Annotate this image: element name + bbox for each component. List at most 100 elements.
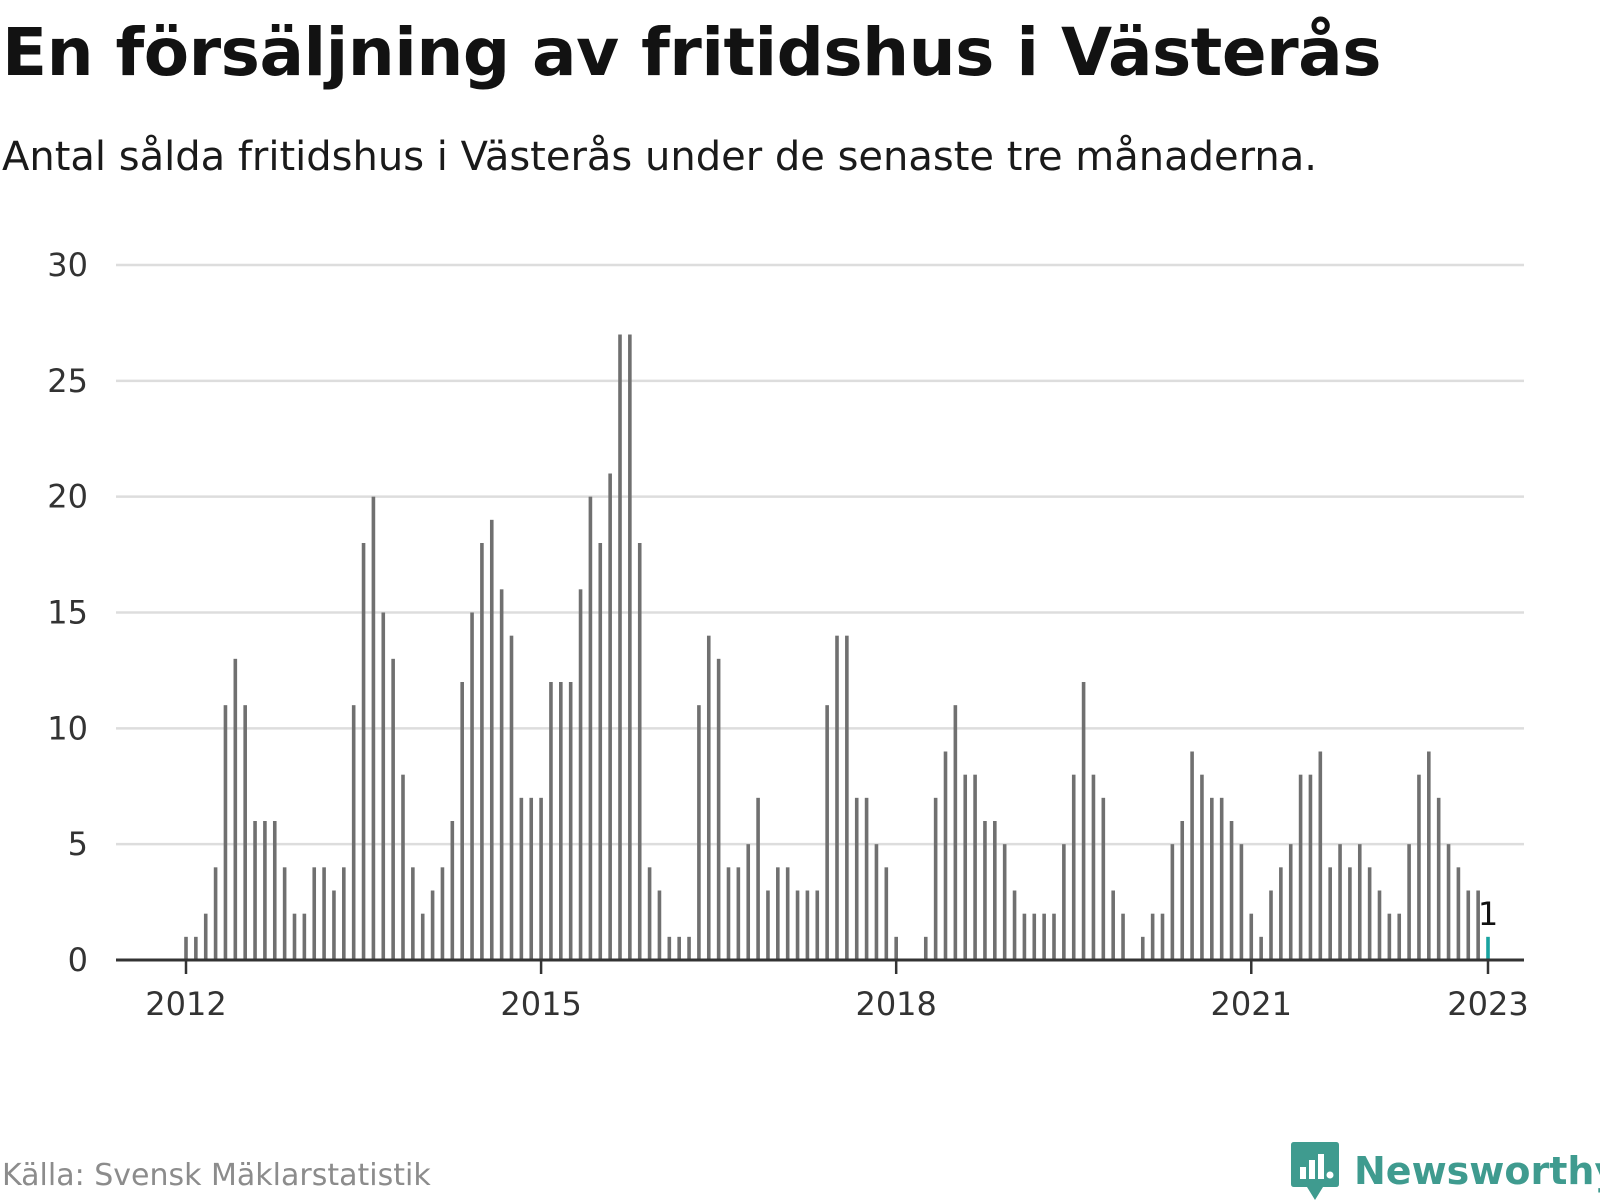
bar [1101,797,1106,960]
bar [1318,751,1323,960]
bar [213,867,218,960]
bar [470,612,474,960]
bar [430,890,435,960]
bar [1052,913,1056,960]
bar [233,658,238,960]
bar [637,543,642,960]
bar [1002,844,1007,960]
bar [342,867,346,960]
bar [608,473,612,960]
bar-highlight [1486,936,1490,960]
bar [1150,913,1155,960]
bar [993,821,997,960]
bar [687,936,691,960]
bar [677,936,681,960]
bar [756,797,760,960]
brand-logo: Newsworthy [1290,1140,1600,1202]
bar [1387,913,1392,960]
bar [1160,913,1165,960]
bar [401,774,405,960]
bar [450,821,455,960]
y-tick-label: 15 [47,594,88,632]
bar [1397,913,1402,960]
bar [371,496,376,960]
bar [1367,867,1372,960]
x-tick-label: 2015 [500,985,581,1023]
bar [509,635,514,960]
bar [815,890,820,960]
bar [716,658,721,960]
bar [1417,774,1421,960]
bar [776,867,780,960]
bar [618,334,622,960]
bar [529,797,534,960]
bar [351,705,356,960]
bar [223,705,228,960]
bar [480,543,484,960]
bar [184,936,188,960]
bar [1032,913,1037,960]
bar [312,867,317,960]
bar [578,589,583,960]
x-tick-label: 2021 [1211,985,1292,1023]
gridlines [116,263,1524,846]
last-value-label: 1 [1478,895,1498,933]
bar [1200,774,1204,960]
bar [835,635,839,960]
bar [1012,890,1017,960]
bar [825,705,829,960]
bar [1081,682,1086,960]
bar [864,797,869,960]
bar [499,589,504,960]
bar [549,682,553,960]
bar [420,913,425,960]
bar [628,334,632,960]
bar [884,867,889,960]
bar [1377,890,1382,960]
bar [667,936,672,960]
bar [440,867,445,960]
bar [1427,751,1431,960]
brand-name: Newsworthy [1354,1149,1600,1193]
x-tick-label: 2018 [855,985,936,1023]
chart-subtitle: Antal sålda fritidshus i Västerås under … [2,134,1317,180]
bar [1219,797,1224,960]
bar [1338,844,1342,960]
bar [1229,821,1234,960]
y-tick-label: 20 [47,478,88,516]
bar [726,867,731,960]
bar [253,821,257,960]
bar [1111,890,1115,960]
bar [391,658,395,960]
bar [953,705,958,960]
y-tick-label: 25 [47,362,88,400]
y-axis-ticks: 0 5 10 15 20 25 30 [47,246,88,979]
bar [539,797,543,960]
bar [795,890,800,960]
bar-chart: 0 5 10 15 20 25 30 2012 2015 2018 2021 2023 1 [47,246,1529,1023]
bar [1348,867,1352,960]
bar [983,821,987,960]
bar [1022,913,1027,960]
bar [1279,867,1283,960]
x-tick-label: 2012 [145,985,226,1023]
bar [302,913,307,960]
bar [1170,844,1175,960]
bar [1042,913,1046,960]
bar [805,890,810,960]
bar [1288,844,1293,960]
bar [1328,867,1332,960]
bar [1476,890,1480,960]
bar [332,890,336,960]
bar [1357,844,1362,960]
bar [588,496,593,960]
bar [194,936,198,960]
x-axis-ticks: 2012 2015 2018 2021 2023 [145,960,1529,1023]
bar [1407,844,1411,960]
bar [1210,797,1214,960]
bar [894,936,898,960]
bar [1071,774,1076,960]
bar [785,867,790,960]
bar [854,797,859,960]
bar [1446,844,1451,960]
